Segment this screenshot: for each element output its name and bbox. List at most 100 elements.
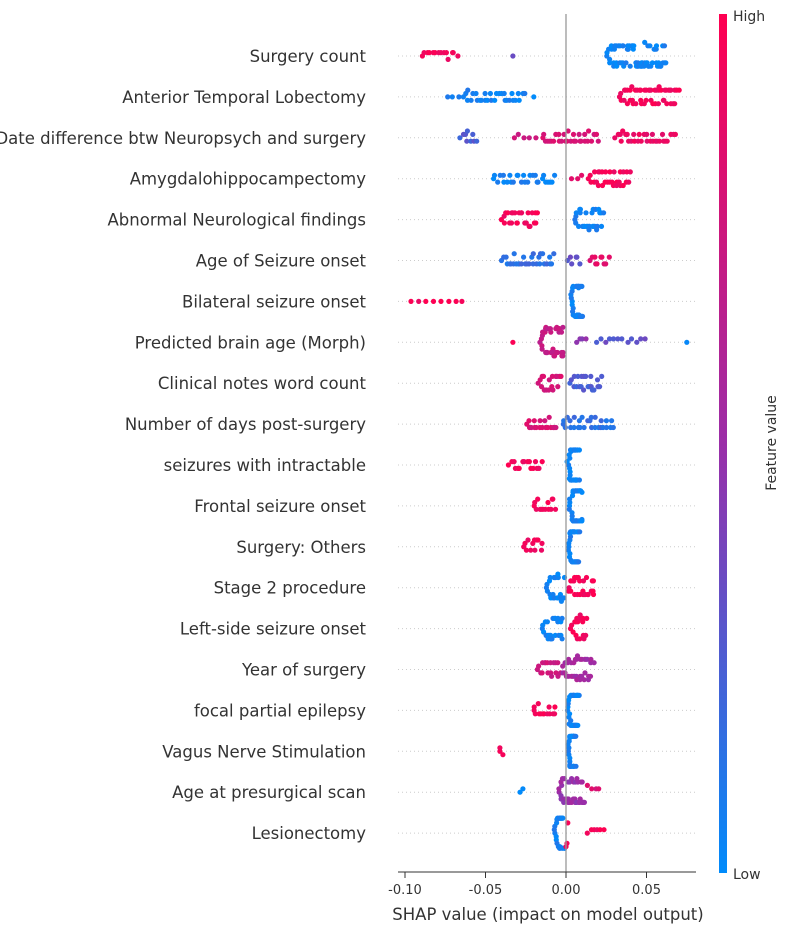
feature-label: Surgery count	[250, 47, 367, 66]
shap-point	[661, 43, 668, 49]
shap-point	[647, 43, 653, 49]
shap-point	[603, 169, 609, 175]
shap-point	[570, 629, 576, 635]
shap-point	[577, 424, 583, 431]
shap-point	[634, 339, 640, 345]
shap-point	[549, 179, 555, 185]
shap-point	[533, 506, 539, 512]
shap-point	[587, 172, 593, 178]
shap-point	[577, 529, 583, 535]
colorbar-low-label: Low	[733, 867, 761, 883]
shap-point	[598, 223, 605, 229]
shap-point	[511, 135, 517, 141]
shap-point	[599, 373, 605, 379]
shap-point	[552, 172, 558, 178]
shap-point	[659, 131, 666, 137]
shap-point	[526, 261, 532, 267]
shap-point	[584, 830, 590, 836]
shap-point	[581, 387, 587, 393]
shap-point	[582, 670, 588, 676]
shap-point	[591, 660, 597, 666]
shap-point	[625, 339, 631, 345]
feature-label: Age at presurgical scan	[172, 783, 366, 802]
shap-point	[571, 424, 577, 431]
shap-point	[547, 574, 553, 581]
shap-point	[620, 43, 626, 49]
shap-point	[532, 547, 538, 553]
shap-point	[536, 465, 542, 471]
x-tick-label: -0.05	[469, 883, 503, 898]
shap-point	[594, 227, 600, 233]
shap-point	[548, 506, 554, 512]
shap-point	[492, 97, 498, 103]
shap-point	[527, 223, 533, 229]
shap-point	[590, 578, 597, 584]
shap-point	[506, 97, 512, 103]
shap-point	[443, 50, 449, 56]
shap-point	[541, 172, 547, 178]
shap-point	[555, 571, 561, 577]
shap-point	[631, 131, 637, 137]
shap-point	[576, 131, 582, 137]
shap-point	[535, 537, 541, 543]
feature-label: Left-side seizure onset	[180, 620, 367, 639]
shap-point	[610, 424, 616, 431]
feature-label: focal partial epilepsy	[194, 701, 366, 720]
shap-point	[592, 254, 598, 260]
shap-point	[539, 540, 545, 547]
shap-point	[491, 172, 498, 178]
shap-point	[558, 138, 565, 144]
shap-point	[568, 176, 575, 182]
shap-point	[516, 465, 522, 471]
shap-point	[568, 588, 574, 594]
shap-point	[584, 615, 590, 622]
shap-point	[464, 138, 470, 144]
shap-point	[629, 84, 635, 90]
shap-point	[603, 339, 609, 345]
shap-point	[572, 733, 578, 739]
feature-label: Date difference btw Neuropsych and surge…	[0, 129, 366, 148]
shap-point	[656, 138, 663, 144]
shap-point	[579, 336, 585, 342]
shap-point	[643, 97, 649, 103]
feature-label: Clinical notes word count	[158, 374, 367, 393]
shap-point	[515, 90, 521, 97]
shap-point	[457, 135, 463, 141]
shap-point	[445, 94, 451, 100]
shap-point	[592, 414, 598, 420]
shap-point	[638, 336, 644, 342]
shap-point	[571, 414, 577, 420]
shap-point	[607, 60, 613, 66]
shap-point	[601, 210, 607, 216]
shap-point	[533, 220, 539, 226]
shap-point	[664, 138, 670, 144]
shap-point	[642, 39, 648, 46]
shap-point	[567, 418, 573, 424]
shap-point	[582, 131, 588, 137]
shap-point	[559, 815, 565, 821]
shap-point	[620, 128, 626, 134]
shap-point	[561, 418, 567, 424]
shap-point	[532, 499, 538, 506]
shap-point	[611, 169, 617, 175]
shap-point	[531, 418, 537, 424]
x-tick-label: 0.05	[632, 883, 661, 898]
shap-point	[526, 418, 532, 424]
shap-point	[603, 418, 610, 424]
shap-point	[528, 547, 534, 553]
shap-point	[552, 506, 559, 512]
shap-point	[554, 349, 561, 356]
shap-point	[579, 518, 585, 524]
shap-point	[621, 97, 627, 103]
shap-point	[521, 135, 527, 141]
shap-point	[525, 210, 531, 216]
shap-point	[573, 220, 579, 226]
shap-point	[474, 138, 480, 144]
shap-point	[627, 63, 633, 69]
shap-point	[532, 711, 538, 717]
shap-point	[615, 336, 621, 342]
shap-point	[606, 254, 612, 260]
shap-point	[537, 418, 543, 424]
shap-point	[520, 786, 526, 792]
